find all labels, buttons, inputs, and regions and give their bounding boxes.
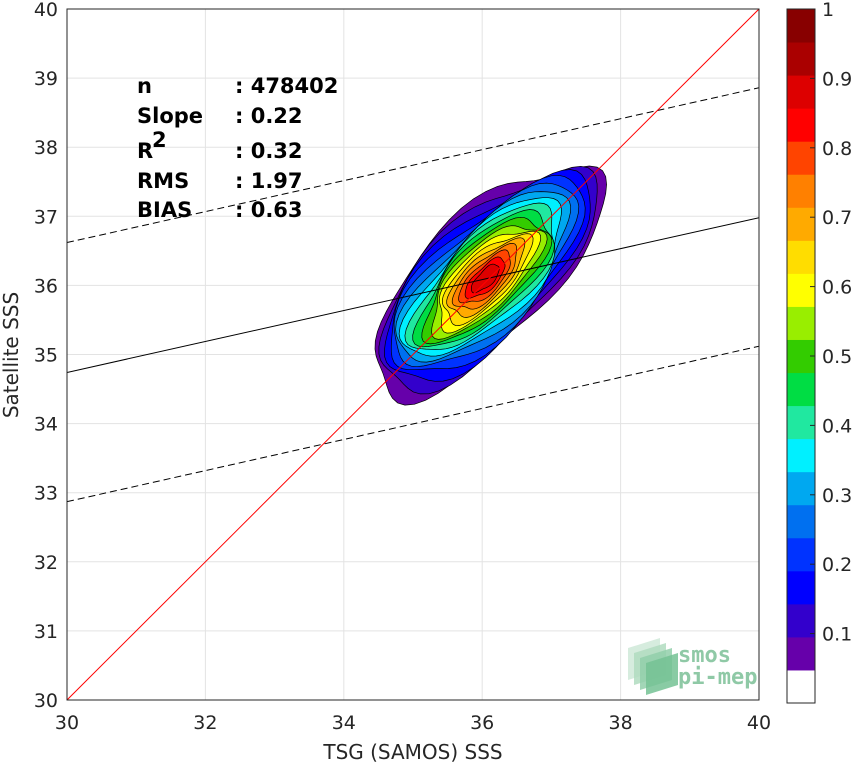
colorbar-segment xyxy=(787,273,815,307)
lower-rms-band-line xyxy=(67,345,759,503)
x-tick-label: 40 xyxy=(747,712,771,734)
colorbar: 0.1 0.2 0.3 0.4 0.5 0.6 0.7 0.8 0.9 1 xyxy=(786,0,852,704)
stat-value: : 1.97 xyxy=(235,169,303,193)
y-tick-label: 38 xyxy=(34,137,58,159)
colorbar-tick-label: 1 xyxy=(822,0,834,21)
stat-label: Slope xyxy=(137,104,203,128)
stat-label-superscript: 2 xyxy=(152,128,167,152)
colorbar-tick-label: 0.7 xyxy=(822,207,852,229)
colorbar-segment xyxy=(787,306,815,340)
colorbar-tick-label: 0.1 xyxy=(822,624,852,646)
colorbar-segment xyxy=(787,669,815,704)
stats-box: n : 478402 Slope : 0.22 R2 : 0.32 RMS : 1.97 BIA… xyxy=(137,74,338,222)
colorbar-segment xyxy=(787,603,815,638)
colorbar-tick-label: 0.3 xyxy=(822,485,852,507)
stat-label: BIAS xyxy=(137,198,192,222)
density-contours xyxy=(374,165,607,406)
colorbar-segment xyxy=(787,504,815,539)
x-tick-label: 32 xyxy=(193,712,217,734)
stat-label: RMS xyxy=(137,169,189,193)
colorbar-segment xyxy=(787,108,815,142)
y-tick-label: 35 xyxy=(34,345,58,367)
y-axis-label: Satellite SSS xyxy=(0,292,23,418)
colorbar-segment xyxy=(787,207,815,241)
colorbar-segment xyxy=(787,636,815,671)
x-tick-label: 38 xyxy=(609,712,633,734)
colorbar-tick-label: 0.5 xyxy=(822,346,852,368)
colorbar-segment xyxy=(787,570,815,605)
y-tick-label: 32 xyxy=(34,552,58,574)
y-tick-label: 40 xyxy=(34,0,58,21)
y-tick-label: 36 xyxy=(34,275,58,297)
logo-text-line: pi-mep xyxy=(678,665,757,690)
logo-mark-layer xyxy=(646,653,678,695)
identity-line xyxy=(67,9,759,700)
colorbar-tick-label: 0.4 xyxy=(822,415,852,437)
x-tick-label: 34 xyxy=(332,712,356,734)
x-tick-label: 30 xyxy=(55,712,79,734)
stat-label: n xyxy=(137,74,152,98)
logo-text-line: smos xyxy=(678,643,731,668)
stat-label: R xyxy=(137,139,153,163)
stat-value: : 478402 xyxy=(235,74,338,98)
y-tick-label: 33 xyxy=(34,483,58,505)
y-tick-label: 34 xyxy=(34,414,58,436)
colorbar-segment xyxy=(787,438,815,473)
colorbar-tick-label: 0.8 xyxy=(822,138,852,160)
y-tick-label: 37 xyxy=(34,206,58,228)
reference-lines xyxy=(67,9,759,700)
plot-frame xyxy=(66,8,760,701)
colorbar-segment xyxy=(787,42,815,76)
colorbar-segment xyxy=(787,372,815,407)
colorbar-tick-label: 0.6 xyxy=(822,277,852,299)
x-tick-labels: 30 32 34 36 38 40 xyxy=(55,712,771,734)
x-axis-label: TSG (SAMOS) SSS xyxy=(322,740,502,764)
stat-value: : 0.22 xyxy=(235,104,303,128)
colorbar-segment xyxy=(787,9,815,43)
x-tick-label: 36 xyxy=(470,712,494,734)
y-tick-label: 30 xyxy=(34,690,58,712)
colorbar-segment xyxy=(787,141,815,175)
colorbar-tick-label: 0.9 xyxy=(822,68,852,90)
colorbar-segment xyxy=(787,471,815,506)
regression-line xyxy=(67,217,759,373)
colorbar-segment xyxy=(787,537,815,572)
y-tick-label: 31 xyxy=(34,621,58,643)
colorbar-segment xyxy=(787,240,815,274)
colorbar-segment xyxy=(787,405,815,440)
colorbar-segment xyxy=(787,174,815,208)
stat-value: : 0.32 xyxy=(235,139,303,163)
y-tick-labels: 30 31 32 33 34 35 36 37 38 39 40 xyxy=(34,0,58,712)
colorbar-segment xyxy=(787,75,815,109)
colorbar-tick-label: 0.2 xyxy=(822,554,852,576)
stat-value: : 0.63 xyxy=(235,198,303,222)
y-tick-label: 39 xyxy=(34,68,58,90)
upper-rms-band-line xyxy=(67,87,759,244)
